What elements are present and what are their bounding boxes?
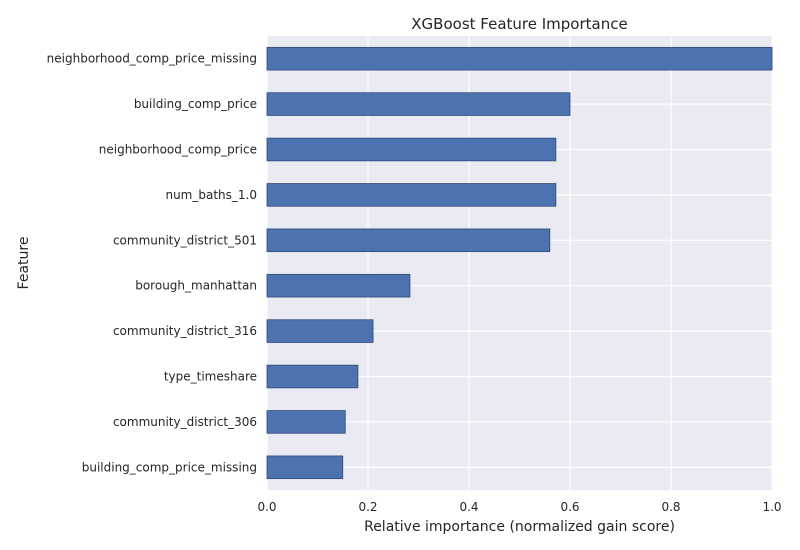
bar: [266, 364, 359, 389]
bars: [266, 46, 773, 480]
y-tick-label: building_comp_price_missing: [82, 460, 257, 474]
chart-title: XGBoost Feature Importance: [411, 15, 627, 33]
bar: [266, 228, 551, 253]
x-tick-label: 0.6: [560, 500, 579, 514]
x-tick-label: 1.0: [762, 500, 781, 514]
bar: [266, 46, 773, 71]
y-tick-label: type_timeshare: [164, 370, 257, 384]
y-tick-label: community_district_316: [113, 324, 257, 338]
x-tick-label: 0.2: [358, 500, 377, 514]
bar: [266, 273, 411, 298]
x-tick-labels: 0.0 0.2 0.4 0.6 0.8 1.0: [257, 500, 781, 514]
x-tick-label: 0.4: [459, 500, 478, 514]
bar: [266, 137, 557, 162]
y-tick-label: neighborhood_comp_price: [99, 143, 257, 157]
y-tick-label: building_comp_price: [134, 97, 257, 111]
x-tick-label: 0.8: [661, 500, 680, 514]
bar: [266, 319, 374, 343]
x-tick-label: 0.0: [257, 500, 276, 514]
bar: [266, 92, 571, 116]
y-tick-labels: neighborhood_comp_price_missing building_…: [47, 52, 257, 475]
bar: [266, 455, 344, 480]
bar: [266, 410, 346, 434]
bar: [266, 183, 557, 207]
y-tick-label: num_baths_1.0: [165, 188, 257, 202]
y-tick-label: borough_manhattan: [135, 279, 257, 293]
y-tick-label: neighborhood_comp_price_missing: [47, 52, 257, 66]
y-tick-label: community_district_501: [113, 233, 257, 247]
y-tick-label: community_district_306: [113, 415, 257, 429]
x-axis-label: Relative importance (normalized gain sco…: [364, 519, 675, 535]
y-axis-label: Feature: [16, 237, 32, 290]
